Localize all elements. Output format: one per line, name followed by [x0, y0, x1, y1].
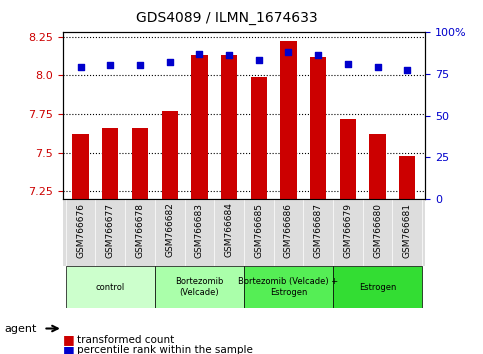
Text: control: control — [96, 282, 125, 292]
Text: GSM766684: GSM766684 — [225, 202, 234, 257]
Point — [255, 57, 263, 63]
Text: GSM766678: GSM766678 — [136, 202, 144, 258]
Text: Bortezomib (Velcade) +
Estrogen: Bortezomib (Velcade) + Estrogen — [239, 278, 339, 297]
Bar — [221, 55, 237, 199]
Text: GSM766679: GSM766679 — [343, 202, 352, 258]
Text: GSM766686: GSM766686 — [284, 202, 293, 258]
Text: GSM766683: GSM766683 — [195, 202, 204, 258]
Bar — [102, 128, 118, 199]
Text: GDS4089 / ILMN_1674633: GDS4089 / ILMN_1674633 — [136, 11, 318, 25]
Point — [225, 52, 233, 58]
Text: GSM766681: GSM766681 — [403, 202, 412, 258]
Point — [344, 61, 352, 67]
Bar — [369, 134, 386, 199]
Text: GSM766685: GSM766685 — [254, 202, 263, 258]
Bar — [310, 57, 327, 199]
Point — [196, 51, 203, 56]
Bar — [251, 77, 267, 199]
Text: transformed count: transformed count — [77, 335, 174, 345]
FancyBboxPatch shape — [66, 266, 155, 308]
Bar — [340, 119, 356, 199]
Text: agent: agent — [5, 324, 37, 333]
Text: GSM766677: GSM766677 — [106, 202, 115, 258]
FancyBboxPatch shape — [333, 266, 422, 308]
Bar — [399, 156, 415, 199]
Text: GSM766682: GSM766682 — [165, 202, 174, 257]
Text: Estrogen: Estrogen — [359, 282, 396, 292]
Point — [374, 64, 382, 70]
Text: GSM766687: GSM766687 — [313, 202, 323, 258]
Text: ■: ■ — [63, 344, 74, 354]
Point — [106, 63, 114, 68]
Point — [284, 49, 292, 55]
Bar — [132, 128, 148, 199]
Bar — [161, 111, 178, 199]
Text: Bortezomib
(Velcade): Bortezomib (Velcade) — [175, 278, 224, 297]
Bar — [191, 55, 208, 199]
Text: percentile rank within the sample: percentile rank within the sample — [77, 346, 253, 354]
FancyBboxPatch shape — [244, 266, 333, 308]
Text: GSM766676: GSM766676 — [76, 202, 85, 258]
Point — [403, 68, 411, 73]
Text: ■: ■ — [63, 333, 74, 346]
Point — [136, 63, 144, 68]
Point — [166, 59, 173, 65]
Text: GSM766680: GSM766680 — [373, 202, 382, 258]
Bar — [280, 41, 297, 199]
FancyBboxPatch shape — [155, 266, 244, 308]
Bar — [72, 134, 89, 199]
Point — [314, 52, 322, 58]
Point — [77, 64, 85, 70]
